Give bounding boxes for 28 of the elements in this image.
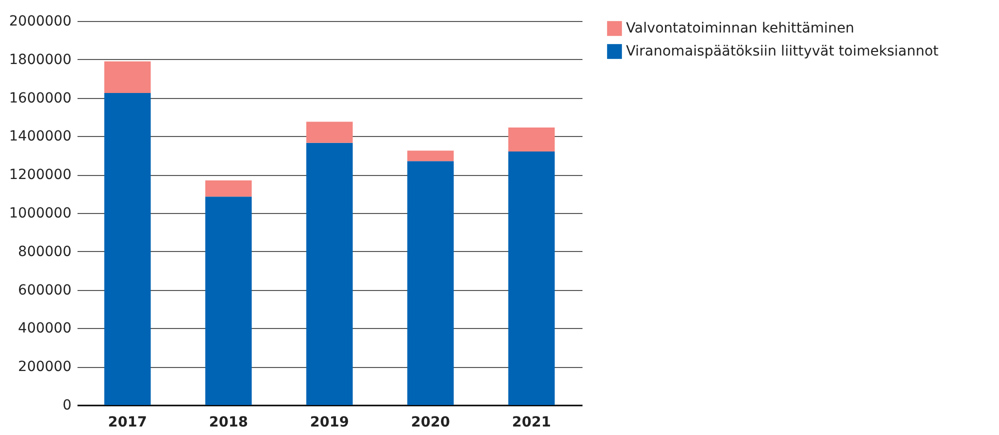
y-tick-label: 1800000 bbox=[9, 52, 72, 68]
bar bbox=[407, 161, 454, 405]
y-tick-label: 800000 bbox=[18, 244, 72, 260]
x-tick-label: 2020 bbox=[411, 414, 450, 430]
legend-label: Viranomaispäätöksiin liittyvät toimeksiannot bbox=[626, 44, 940, 60]
y-tick-label: 200000 bbox=[18, 359, 72, 376]
y-tick-label: 600000 bbox=[18, 282, 72, 298]
bar bbox=[508, 128, 555, 152]
x-tick-label: 2018 bbox=[209, 414, 248, 430]
bar bbox=[104, 93, 151, 405]
y-tick-label: 400000 bbox=[18, 320, 72, 337]
y-tick-label: 1600000 bbox=[9, 90, 72, 106]
x-tick-label: 2017 bbox=[108, 414, 147, 430]
bar bbox=[205, 180, 252, 197]
x-tick-label: 2019 bbox=[310, 414, 349, 430]
legend-label: Valvontatoiminnan kehittäminen bbox=[626, 20, 854, 36]
bar bbox=[407, 150, 454, 162]
y-tick-label: 1200000 bbox=[9, 167, 72, 184]
bar bbox=[306, 142, 353, 405]
y-tick-label: 1400000 bbox=[9, 128, 72, 145]
bar bbox=[306, 122, 353, 143]
x-tick-label: 2021 bbox=[512, 414, 551, 430]
bar bbox=[205, 196, 252, 405]
y-tick-label: 1000000 bbox=[9, 206, 72, 222]
bar bbox=[104, 61, 151, 93]
y-tick-label: 0 bbox=[62, 398, 72, 414]
bar bbox=[508, 152, 555, 405]
y-tick-label: 2000000 bbox=[9, 14, 72, 30]
